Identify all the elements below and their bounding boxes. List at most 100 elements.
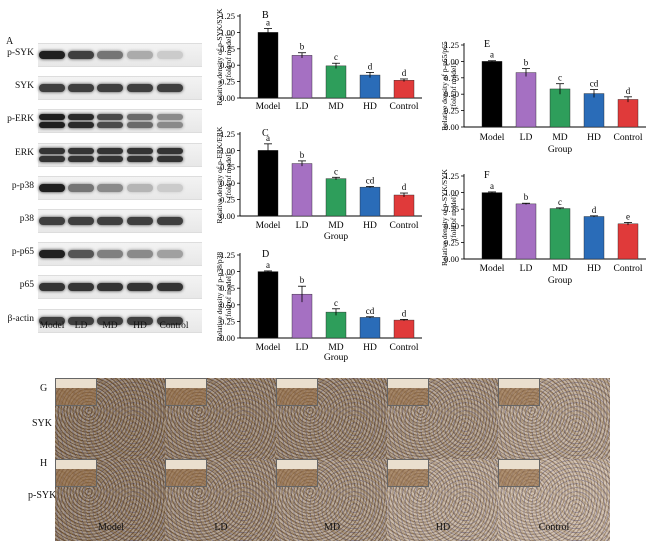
- y-axis-label-line: (fold of model): [449, 63, 458, 109]
- bar-hd: [359, 74, 381, 99]
- blot-band: [127, 316, 153, 325]
- x-tick-label: MD: [328, 343, 343, 353]
- x-tick-label: HD: [363, 343, 377, 353]
- blot-strip: [38, 209, 202, 233]
- ihc-image: [387, 378, 499, 460]
- blot-band: [157, 114, 183, 121]
- ihc-inset: [498, 459, 540, 487]
- x-tick-label: LD: [296, 221, 309, 231]
- significance-letter: d: [402, 68, 407, 78]
- blot-strip: [38, 242, 202, 267]
- bar-ld: [515, 72, 537, 128]
- bar-control: [393, 80, 415, 99]
- x-tick-label: Control: [389, 102, 418, 112]
- blot-band: [157, 122, 183, 129]
- bar-md: [325, 311, 347, 339]
- blot-band: [127, 114, 153, 121]
- blot-band: [68, 250, 94, 259]
- y-tick-label: 1.00: [444, 188, 459, 198]
- x-axis-title: Group: [548, 276, 573, 286]
- x-tick-label: LD: [520, 133, 533, 143]
- blot-band: [157, 283, 183, 292]
- y-tick-label: 0.50: [444, 89, 459, 99]
- panel-letter: F: [484, 170, 490, 181]
- y-tick-label: 1.25: [444, 40, 459, 50]
- y-axis-label: Relative density of p-p65/p65(fold of mo…: [440, 41, 458, 131]
- bar-hd: [359, 317, 381, 339]
- blot-band: [127, 147, 153, 154]
- bar-control: [393, 319, 415, 339]
- bar-hd: [583, 93, 605, 128]
- blot-band: [68, 183, 94, 192]
- significance-letter: d: [592, 205, 597, 215]
- significance-letter: e: [626, 211, 630, 221]
- ihc-image: [55, 459, 167, 541]
- blot-label-syk: SYK: [14, 81, 34, 92]
- significance-letter: cd: [366, 175, 375, 185]
- blot-label-p38: p38: [19, 214, 34, 224]
- blot-band: [97, 114, 123, 121]
- x-axis-title: Group: [548, 145, 573, 155]
- blot-band: [127, 217, 153, 225]
- bar-control: [393, 194, 415, 217]
- bar-model: [481, 192, 503, 260]
- y-tick-label: 0.00: [444, 122, 459, 132]
- blot-band: [97, 84, 123, 93]
- bar-ld: [291, 163, 313, 217]
- blot-band: [39, 316, 65, 325]
- blot-band: [68, 147, 94, 154]
- blot-label-p-p38: p-p38: [11, 180, 34, 191]
- x-tick-label: Control: [389, 343, 418, 353]
- blot-band: [68, 51, 94, 59]
- blot-lane-label: MD: [102, 321, 118, 331]
- blot-strip: [38, 275, 202, 300]
- panel-letter: B: [262, 10, 269, 21]
- y-tick-label: 0.00: [220, 211, 235, 221]
- blot-band: [157, 155, 183, 162]
- blot-band: [97, 316, 123, 325]
- y-tick-label: 0.75: [444, 204, 459, 214]
- x-tick-label: MD: [552, 264, 567, 274]
- blot-band: [39, 283, 65, 292]
- ihc-inset: [387, 378, 429, 406]
- y-tick-label: 0.25: [444, 106, 459, 116]
- significance-letter: d: [368, 61, 373, 71]
- blot-strip: [38, 308, 202, 333]
- blot-band: [39, 183, 65, 192]
- significance-letter: b: [524, 58, 529, 68]
- y-axis-label-line: (fold of model): [449, 194, 458, 240]
- bar-control: [617, 99, 639, 128]
- blot-band: [68, 84, 94, 93]
- ihc-group-label: Control: [538, 522, 570, 533]
- blot-band: [157, 51, 183, 59]
- panel-g-letter: G: [40, 383, 48, 394]
- x-tick-label: MD: [328, 221, 343, 231]
- y-tick-label: 0.75: [220, 283, 235, 293]
- panel-h-row-label: p-SYK: [28, 490, 57, 501]
- y-tick-label: 0.25: [220, 316, 235, 326]
- blot-lane-label: Model: [39, 321, 65, 331]
- ihc-image: [55, 378, 167, 460]
- significance-letter: cd: [590, 79, 599, 89]
- y-axis-label-line: Relative density of p-ERK/ERK: [215, 126, 224, 223]
- x-tick-label: MD: [328, 102, 343, 112]
- y-tick-label: 1.25: [220, 129, 235, 139]
- blot-band: [157, 183, 183, 192]
- blot-label--actin: β-actin: [7, 313, 34, 324]
- blot-band: [127, 283, 153, 292]
- blot-label-erk: ERK: [15, 147, 34, 158]
- significance-letter: c: [558, 197, 562, 207]
- blot-band: [68, 217, 94, 225]
- significance-letter: b: [300, 150, 305, 160]
- y-tick-label: 0.00: [220, 93, 235, 103]
- ihc-image: [498, 459, 610, 541]
- blot-band: [127, 183, 153, 192]
- blot-band: [97, 147, 123, 154]
- significance-letter: d: [402, 308, 407, 318]
- y-tick-label: 0.25: [444, 237, 459, 247]
- panel-a-letter: A: [6, 36, 14, 47]
- significance-letter: cd: [366, 306, 375, 316]
